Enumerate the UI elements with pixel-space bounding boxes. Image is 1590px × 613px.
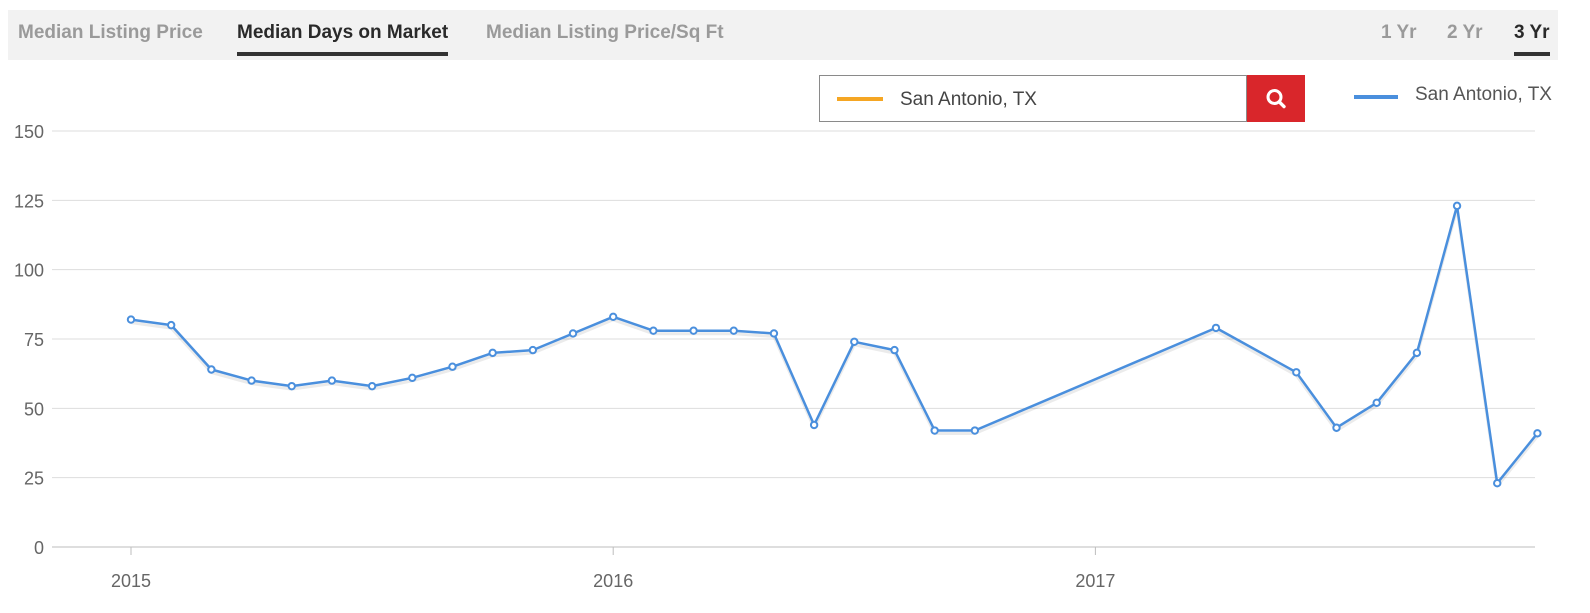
metric-tab-bar: Median Listing Price Median Days on Mark… bbox=[8, 10, 1558, 60]
legend-label: San Antonio, TX bbox=[1415, 84, 1552, 105]
data-point bbox=[207, 365, 216, 374]
range-3-yr[interactable]: 3 Yr bbox=[1514, 10, 1550, 60]
data-point bbox=[769, 329, 779, 338]
data-point bbox=[1533, 429, 1542, 438]
search-input[interactable] bbox=[898, 84, 1232, 116]
series-line-shadow bbox=[130, 207, 1539, 488]
tab-median-listing-price-sq-ft[interactable]: Median Listing Price/Sq Ft bbox=[486, 22, 724, 43]
data-point bbox=[166, 320, 176, 330]
y-tick-label: 25 bbox=[24, 469, 44, 489]
data-point bbox=[528, 345, 538, 355]
range-1-yr[interactable]: 1 Yr bbox=[1381, 22, 1417, 43]
search-field bbox=[819, 75, 1247, 122]
x-tick-label: 2016 bbox=[593, 571, 633, 591]
data-point bbox=[970, 426, 980, 435]
data-point bbox=[1372, 398, 1381, 407]
data-point bbox=[1493, 479, 1502, 488]
tab-median-listing-price[interactable]: Median Listing Price bbox=[18, 22, 203, 43]
data-point bbox=[1332, 423, 1341, 432]
data-point bbox=[247, 376, 256, 385]
data-point bbox=[408, 373, 417, 383]
data-point bbox=[568, 329, 578, 338]
data-point bbox=[287, 381, 296, 391]
y-tick-label: 50 bbox=[24, 399, 44, 419]
search-button[interactable] bbox=[1247, 75, 1305, 122]
series-line bbox=[130, 204, 1539, 485]
tab-median-days-on-market[interactable]: Median Days on Market bbox=[237, 10, 449, 60]
data-point bbox=[649, 326, 658, 335]
x-tick-label: 2015 bbox=[111, 571, 151, 591]
y-tick-label: 100 bbox=[14, 261, 44, 281]
data-point bbox=[126, 315, 136, 324]
data-point bbox=[729, 326, 738, 335]
data-point bbox=[1292, 368, 1301, 377]
data-point bbox=[488, 348, 497, 358]
location-search bbox=[819, 75, 1305, 122]
y-tick-label: 150 bbox=[14, 122, 44, 142]
data-point bbox=[367, 381, 377, 391]
y-tick-label: 75 bbox=[24, 330, 44, 350]
data-point bbox=[689, 326, 698, 335]
x-tick-label: 2017 bbox=[1075, 571, 1115, 591]
data-point bbox=[930, 426, 939, 435]
data-point bbox=[327, 376, 337, 385]
data-point bbox=[850, 337, 859, 346]
y-tick-label: 125 bbox=[14, 191, 44, 211]
data-point bbox=[1452, 201, 1462, 211]
data-point bbox=[448, 362, 457, 371]
data-point bbox=[1412, 348, 1422, 358]
range-2-yr[interactable]: 2 Yr bbox=[1447, 22, 1483, 43]
search-icon bbox=[1266, 89, 1286, 109]
search-series-swatch bbox=[837, 97, 883, 101]
legend-swatch bbox=[1354, 95, 1398, 99]
data-point bbox=[890, 345, 899, 355]
y-tick-label: 0 bbox=[34, 538, 44, 558]
data-point bbox=[809, 420, 819, 430]
data-point bbox=[609, 312, 618, 322]
data-point bbox=[1211, 323, 1221, 333]
